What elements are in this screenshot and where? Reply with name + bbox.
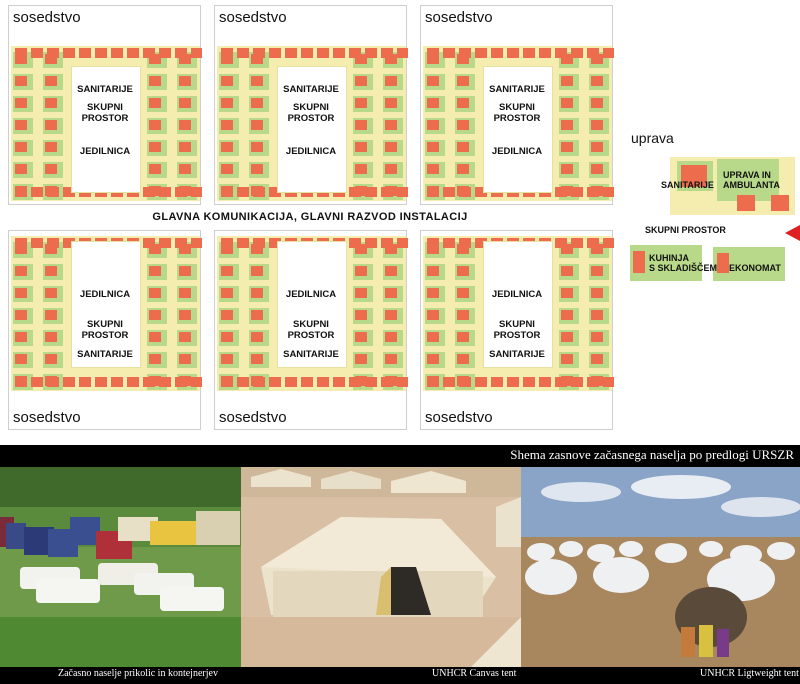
neighbourhood-label: sosedstvo (219, 9, 287, 26)
main-road-label: GLAVNA KOMUNIKACIJA, GLAVNI RAZVOD INSTA… (152, 211, 468, 223)
admin-common-label: SKUPNI PROSTOR (645, 225, 726, 235)
neighbourhood-label: sosedstvo (425, 9, 493, 26)
central-courtyard (71, 66, 141, 193)
central-courtyard (277, 241, 347, 368)
office-line2: AMBULANTA (723, 180, 780, 190)
photo-caravans (0, 467, 241, 667)
common-line2: PROSTOR (493, 330, 541, 341)
caption-caravans: Začasno naselje prikolic in kontejnerjev (58, 668, 218, 679)
sanitary-label: SANITARIJE (77, 84, 133, 95)
common-line2: PROSTOR (287, 113, 335, 124)
neighbourhood-label: sosedstvo (13, 9, 81, 26)
common-space-label: SKUPNI PROSTOR (277, 102, 345, 124)
dining-label: JEDILNICA (79, 289, 131, 300)
admin-economat-label: EKONOMAT (729, 263, 781, 273)
admin-office-label: UPRAVA IN AMBULANTA (723, 170, 780, 190)
common-line1: SKUPNI (87, 319, 123, 330)
dining-label: JEDILNICA (285, 289, 337, 300)
dining-label: JEDILNICA (79, 146, 131, 157)
sanitary-label: SANITARIJE (283, 84, 339, 95)
common-line2: PROSTOR (493, 113, 541, 124)
neighbourhood-block-1: sosedstvo SANITARIJE SKUPNI PROSTOR JEDIL… (8, 5, 202, 205)
photo-lightweight-tents (521, 467, 800, 667)
common-line2: PROSTOR (81, 330, 129, 341)
kitchen-line1: KUHINJA (649, 253, 690, 263)
central-courtyard (277, 66, 347, 193)
admin-kitchen-label: KUHINJA S SKLADIŠČEM (649, 253, 717, 273)
common-line1: SKUPNI (293, 319, 329, 330)
scheme-caption: Shema zasnove začasnega naselja po predl… (510, 447, 794, 462)
neighbourhood-label: sosedstvo (219, 409, 287, 426)
admin-sanitary-label: SANITARIJE (661, 180, 714, 190)
common-space-label: SKUPNI PROSTOR (483, 319, 551, 341)
neighbourhood-block-4: JEDILNICA SKUPNI PROSTOR SANITARIJE sosed… (8, 230, 202, 430)
neighbourhood-block-6: JEDILNICA SKUPNI PROSTOR SANITARIJE sosed… (420, 230, 614, 430)
common-line2: PROSTOR (81, 113, 129, 124)
office-line1: UPRAVA IN (723, 170, 771, 180)
neighbourhood-block-3: sosedstvo SANITARIJE SKUPNI PROSTOR JEDIL… (420, 5, 614, 205)
caption-strip: Shema zasnove začasnega naselja po predl… (0, 445, 800, 467)
dining-label: JEDILNICA (285, 146, 337, 157)
neighbourhood-label: sosedstvo (425, 409, 493, 426)
common-space-label: SKUPNI PROSTOR (277, 319, 345, 341)
dining-label: JEDILNICA (491, 289, 543, 300)
central-courtyard (71, 241, 141, 368)
common-line1: SKUPNI (499, 102, 535, 113)
common-line1: SKUPNI (293, 102, 329, 113)
sanitary-label: SANITARIJE (77, 349, 133, 360)
common-line2: PROSTOR (287, 330, 335, 341)
common-line1: SKUPNI (499, 319, 535, 330)
sanitary-label: SANITARIJE (283, 349, 339, 360)
central-courtyard (483, 241, 553, 368)
caption-canvas-tent: UNHCR Canvas tent (432, 668, 517, 679)
common-space-label: SKUPNI PROSTOR (483, 102, 551, 124)
neighbourhood-block-2: sosedstvo SANITARIJE SKUPNI PROSTOR JEDIL… (214, 5, 408, 205)
administration-area: uprava SANITARIJE UPRAVA IN AMBULANTA SKU… (625, 125, 800, 295)
neighbourhood-label: sosedstvo (13, 409, 81, 426)
photo-canvas-tent (241, 467, 521, 667)
common-space-label: SKUPNI PROSTOR (71, 319, 139, 341)
kitchen-line2: S SKLADIŠČEM (649, 263, 718, 273)
sanitary-label: SANITARIJE (489, 349, 545, 360)
settlement-scheme: sosedstvo SANITARIJE SKUPNI PROSTOR JEDIL… (0, 0, 800, 445)
sanitary-label: SANITARIJE (489, 84, 545, 95)
caption-lightweight-tent: UNHCR Ligtweight tent (700, 668, 799, 679)
neighbourhood-block-5: JEDILNICA SKUPNI PROSTOR SANITARIJE sosed… (214, 230, 408, 430)
dining-label: JEDILNICA (491, 146, 543, 157)
housing-units (11, 236, 202, 391)
admin-title: uprava (631, 130, 674, 146)
common-line1: SKUPNI (87, 102, 123, 113)
admin-buildings (630, 157, 800, 281)
central-courtyard (483, 66, 553, 193)
common-space-label: SKUPNI PROSTOR (71, 102, 139, 124)
